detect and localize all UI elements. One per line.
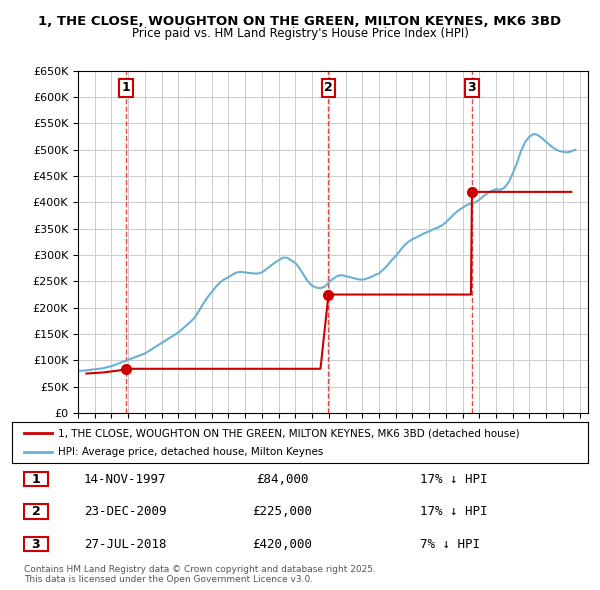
Text: 3: 3 [32, 537, 40, 551]
Text: 1: 1 [32, 473, 40, 486]
Text: £84,000: £84,000 [256, 473, 308, 486]
Text: 1: 1 [122, 81, 130, 94]
Text: HPI: Average price, detached house, Milton Keynes: HPI: Average price, detached house, Milt… [58, 447, 323, 457]
Text: 2: 2 [32, 505, 40, 519]
Text: 3: 3 [467, 81, 476, 94]
Text: 17% ↓ HPI: 17% ↓ HPI [420, 505, 487, 519]
Text: Price paid vs. HM Land Registry's House Price Index (HPI): Price paid vs. HM Land Registry's House … [131, 27, 469, 40]
Text: 23-DEC-2009: 23-DEC-2009 [84, 505, 167, 519]
Text: 7% ↓ HPI: 7% ↓ HPI [420, 537, 480, 551]
Text: 2: 2 [324, 81, 333, 94]
Text: 14-NOV-1997: 14-NOV-1997 [84, 473, 167, 486]
Text: £225,000: £225,000 [252, 505, 312, 519]
Text: 1, THE CLOSE, WOUGHTON ON THE GREEN, MILTON KEYNES, MK6 3BD (detached house): 1, THE CLOSE, WOUGHTON ON THE GREEN, MIL… [58, 428, 520, 438]
Text: £420,000: £420,000 [252, 537, 312, 551]
Text: 27-JUL-2018: 27-JUL-2018 [84, 537, 167, 551]
Text: 17% ↓ HPI: 17% ↓ HPI [420, 473, 487, 486]
Text: 1, THE CLOSE, WOUGHTON ON THE GREEN, MILTON KEYNES, MK6 3BD: 1, THE CLOSE, WOUGHTON ON THE GREEN, MIL… [38, 15, 562, 28]
Text: Contains HM Land Registry data © Crown copyright and database right 2025.
This d: Contains HM Land Registry data © Crown c… [24, 565, 376, 584]
